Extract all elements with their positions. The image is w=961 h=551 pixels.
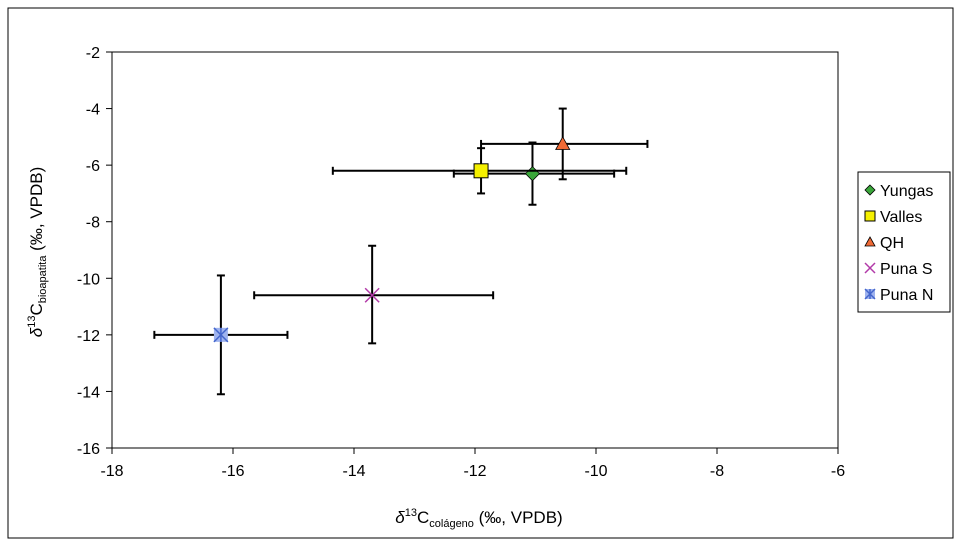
legend-marker	[864, 210, 876, 222]
legend-marker	[864, 236, 876, 247]
x-tick-label: -18	[100, 463, 123, 480]
data-point	[555, 136, 571, 150]
legend-item: Puna S	[864, 261, 932, 278]
x-axis-label: δ13Ccolágeno (‰, VPDB)	[395, 507, 562, 530]
series-valles	[331, 147, 628, 195]
legend: Yungas Valles QH Puna S Puna N	[857, 171, 951, 313]
legend-marker	[864, 184, 876, 196]
data-point	[213, 327, 229, 343]
legend-item: QH	[864, 235, 904, 252]
series-puna-s	[253, 244, 495, 345]
y-tick-label: -16	[77, 441, 100, 458]
y-tick-label: -14	[77, 384, 100, 401]
y-tick-label: -4	[86, 102, 100, 119]
legend-label: QH	[880, 235, 904, 252]
x-tick-label: -16	[221, 463, 244, 480]
data-point	[473, 163, 489, 179]
series-puna-n	[153, 274, 289, 396]
y-tick-label: -12	[77, 328, 100, 345]
y-tick-label: -6	[86, 158, 100, 175]
data-point	[364, 287, 380, 303]
series-qh	[480, 107, 649, 181]
y-tick-label: -8	[86, 215, 100, 232]
legend-marker	[864, 262, 876, 274]
plot-area: -18 -16 -14 -12 -10 -8 -6-16-14-12-10-8-6-4-2	[77, 45, 845, 480]
legend-label: Yungas	[880, 183, 933, 200]
x-tick-label: -14	[342, 463, 365, 480]
legend-label: Valles	[880, 209, 922, 226]
legend-item: Valles	[864, 209, 922, 226]
x-tick-label: -8	[710, 463, 724, 480]
y-axis-label: δ13Cbioapatita (‰, VPDB)	[26, 167, 49, 338]
legend-item: Yungas	[864, 183, 933, 200]
legend-label: Puna S	[880, 261, 932, 278]
x-tick-label: -10	[584, 463, 607, 480]
legend-marker	[864, 288, 876, 300]
legend-box	[857, 171, 951, 313]
y-tick-label: -2	[86, 45, 100, 62]
legend-item: Puna N	[864, 287, 933, 304]
y-tick-label: -10	[77, 271, 100, 288]
x-tick-label: -12	[463, 463, 486, 480]
legend-label: Puna N	[880, 287, 933, 304]
figure-frame	[7, 7, 954, 539]
x-tick-label: -6	[831, 463, 845, 480]
data-point-stroke	[364, 287, 380, 303]
legend-marker-stroke	[864, 262, 876, 274]
